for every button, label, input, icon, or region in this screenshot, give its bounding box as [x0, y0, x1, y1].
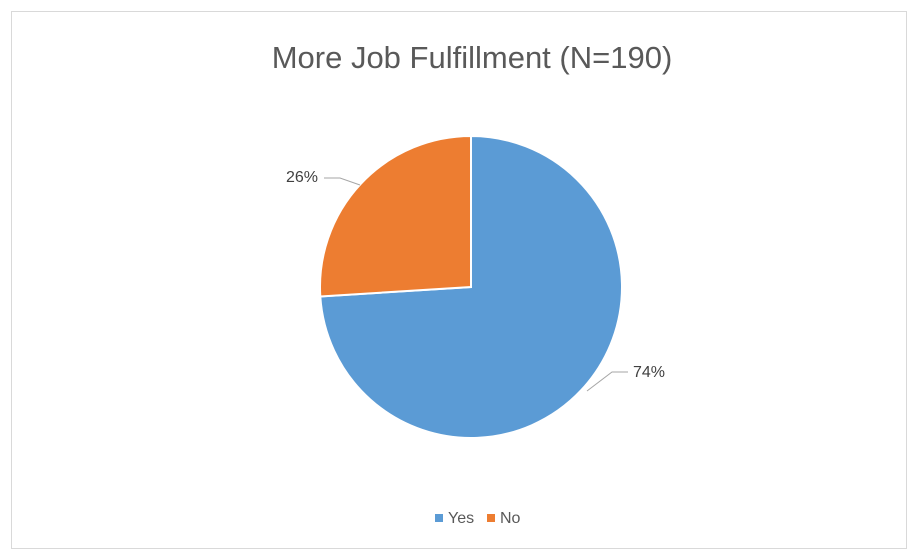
- data-label-yes: 74%: [633, 364, 665, 381]
- legend-label-no: No: [500, 510, 521, 527]
- legend-label-yes: Yes: [448, 510, 474, 527]
- data-label-no: 26%: [286, 169, 318, 186]
- pie-slices: [319, 134, 623, 439]
- label-leader-lines: [324, 177, 628, 392]
- chart-title: More Job Fulfillment (N=190): [272, 40, 673, 75]
- data-labels: 74% 26%: [286, 169, 665, 381]
- leader-line-no: [324, 177, 361, 186]
- legend-swatch-no: [487, 514, 495, 522]
- pie-slice-no: [319, 134, 472, 298]
- legend: Yes No: [435, 510, 521, 527]
- leader-line-yes: [586, 371, 628, 392]
- legend-swatch-yes: [435, 514, 443, 522]
